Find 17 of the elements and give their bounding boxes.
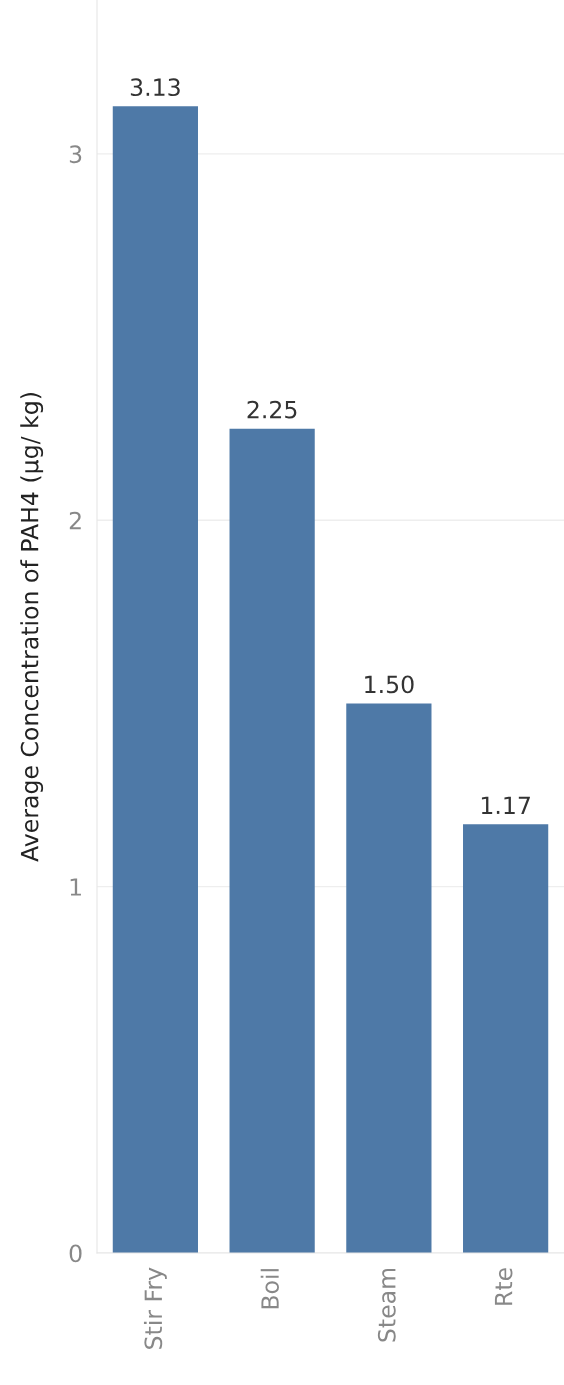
x-tick-label: Boil <box>260 1269 279 1309</box>
y-tick-label: 1 <box>70 878 81 896</box>
bar <box>463 824 549 1254</box>
bar <box>229 428 315 1254</box>
x-tick-label: Stir Fry <box>143 1267 167 1349</box>
data-label: 3.13 <box>130 78 180 97</box>
bar <box>346 703 432 1254</box>
y-axis-title: Average Concentration of PAH4 (µg/ kg) <box>20 393 44 862</box>
bar <box>112 106 198 1254</box>
y-tick-label: 3 <box>69 145 82 164</box>
data-label: 2.25 <box>247 400 297 419</box>
x-tick-label: Steam <box>377 1268 396 1342</box>
data-label: 1.50 <box>365 675 414 694</box>
y-tick-label: 0 <box>69 1244 82 1263</box>
y-tick-label: 2 <box>69 511 81 530</box>
data-label: 1.17 <box>481 796 530 814</box>
x-tick-label: Rte <box>494 1268 513 1305</box>
